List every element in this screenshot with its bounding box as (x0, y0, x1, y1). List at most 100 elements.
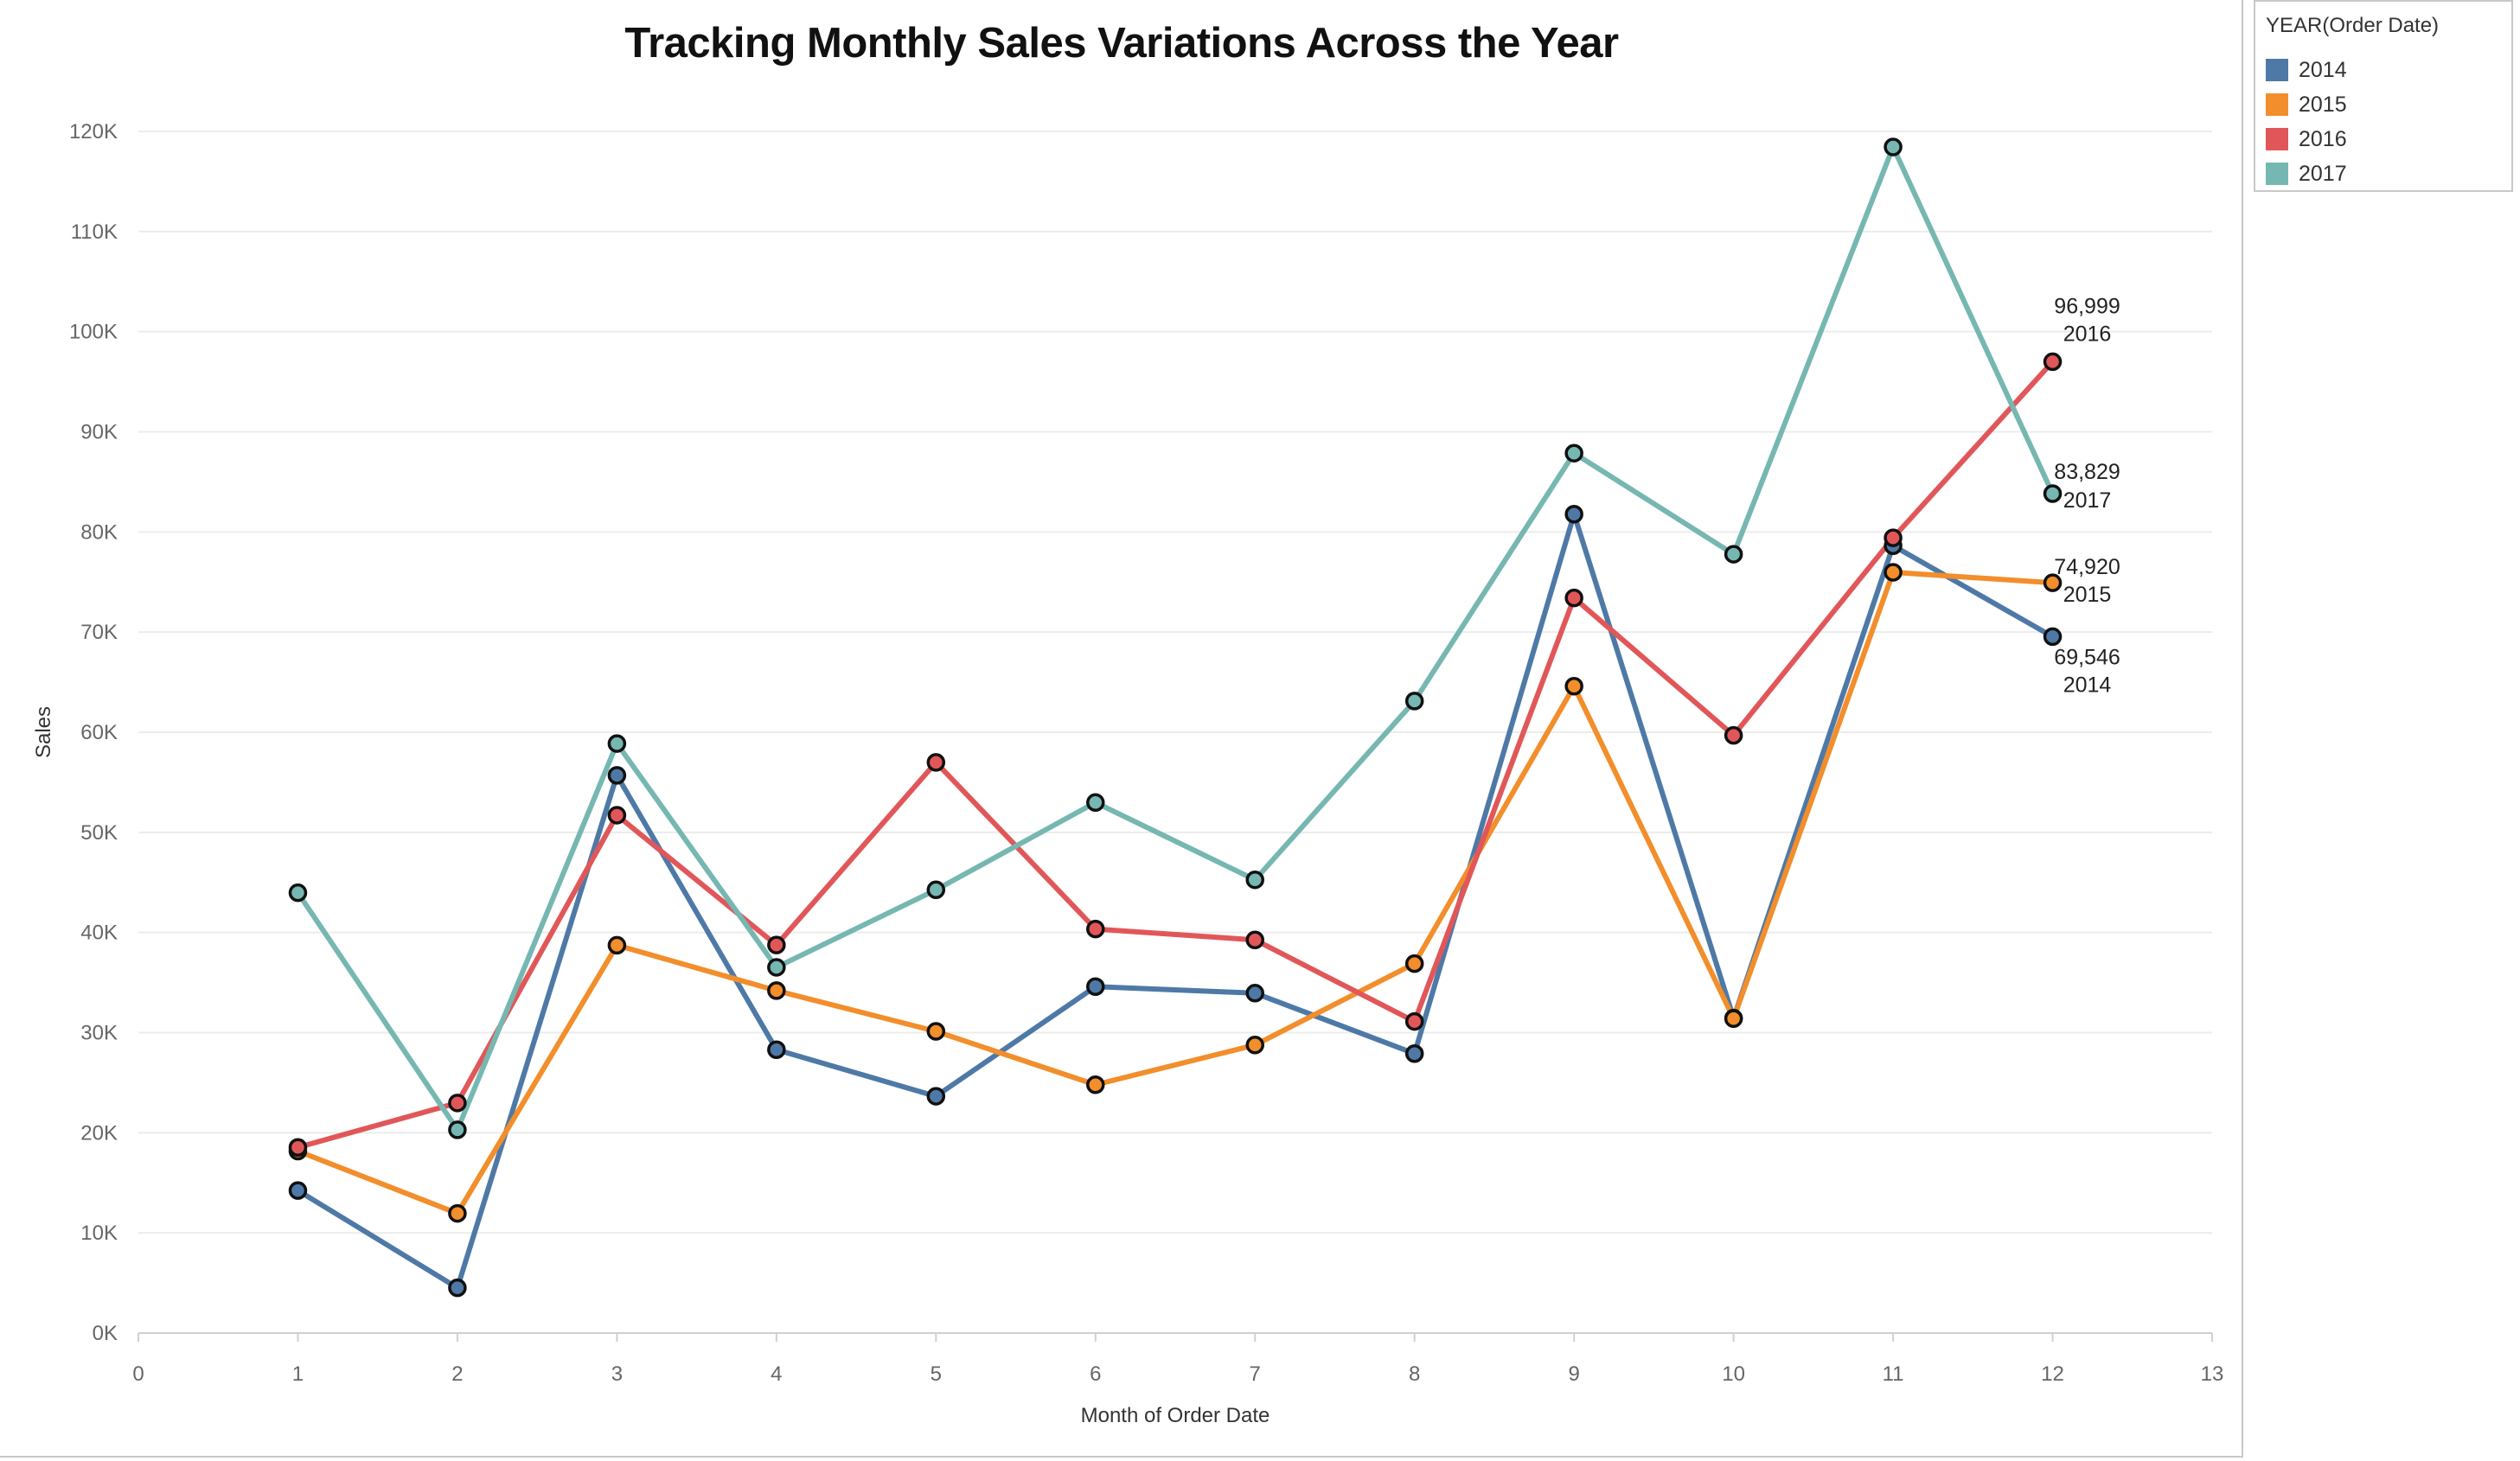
x-tick-label: 0 (132, 1362, 144, 1386)
legend-swatch (2266, 128, 2288, 150)
legend-item-2014[interactable]: 2014 (2266, 57, 2347, 83)
legend-swatch (2266, 93, 2288, 116)
series-line-2017 (295, 144, 2056, 1132)
data-point-2014 (288, 1181, 308, 1200)
data-point-2014 (448, 1278, 467, 1298)
legend-item-2015[interactable]: 2015 (2266, 92, 2347, 118)
data-point-2017 (1884, 137, 1903, 156)
y-tick-label: 80K (80, 520, 118, 544)
y-tick-label: 70K (80, 621, 118, 644)
x-tick-label: 2 (451, 1362, 463, 1386)
x-tick-label: 4 (771, 1362, 782, 1386)
data-point-2017 (926, 880, 946, 900)
y-tick-label: 100K (69, 321, 118, 344)
data-point-2014 (1564, 504, 1583, 524)
series-line-2015 (295, 569, 2056, 1216)
y-tick-label: 60K (80, 721, 118, 744)
data-point-2017 (767, 958, 786, 977)
data-point-2016 (1884, 528, 1903, 547)
end-label-series: 2015 (2063, 583, 2112, 607)
data-point-2015 (767, 981, 786, 1000)
data-point-2016 (1245, 930, 1264, 949)
legend-label: 2016 (2299, 126, 2347, 151)
legend-item-2017[interactable]: 2017 (2266, 161, 2347, 187)
end-label-series: 2014 (2063, 673, 2112, 697)
data-point-2016 (767, 935, 786, 954)
chart-frame (0, 0, 2243, 1458)
end-label-series: 2016 (2063, 322, 2112, 346)
y-tick-label: 90K (80, 421, 118, 444)
data-point-2016 (1724, 725, 1743, 745)
data-point-2017 (448, 1120, 467, 1139)
data-point-2017 (1724, 545, 1743, 564)
legend-item-2016[interactable]: 2016 (2266, 126, 2347, 152)
data-point-2016 (926, 753, 946, 772)
end-label-value: 96,999 (2054, 294, 2120, 318)
data-point-2017 (1245, 870, 1264, 890)
x-tick-label: 7 (1250, 1362, 1261, 1386)
data-point-2015 (448, 1203, 467, 1223)
y-tick-label: 20K (80, 1121, 118, 1145)
data-point-2014 (926, 1087, 946, 1106)
data-point-2016 (607, 806, 627, 825)
data-point-2017 (1564, 443, 1583, 463)
data-point-2015 (2043, 573, 2063, 592)
x-tick-label: 13 (2201, 1362, 2224, 1386)
x-tick-label: 5 (931, 1362, 942, 1386)
end-label-value: 74,920 (2054, 555, 2120, 579)
legend-swatch (2266, 59, 2288, 81)
data-point-2017 (1404, 692, 1424, 711)
data-point-2014 (1245, 984, 1264, 1003)
x-tick-label: 1 (292, 1362, 304, 1386)
end-label-value: 69,546 (2054, 645, 2120, 669)
x-tick-label: 11 (1883, 1362, 1904, 1386)
end-label-value: 83,829 (2054, 460, 2120, 484)
data-point-2015 (1724, 1009, 1743, 1028)
data-point-2015 (1404, 954, 1424, 973)
legend-label: 2014 (2299, 57, 2347, 82)
legend-title: YEAR(Order Date) (2266, 14, 2440, 37)
x-axis-title: Month of Order Date (1081, 1404, 1270, 1427)
y-axis-title: Sales (32, 706, 55, 758)
chart-title: Tracking Monthly Sales Variations Across… (624, 20, 1619, 67)
line-chart: 0K10K20K30K40K50K60K70K80K90K100K110K120… (32, 120, 2224, 1427)
data-point-2015 (1884, 563, 1903, 582)
data-point-2014 (1086, 977, 1105, 997)
x-tick-label: 12 (2041, 1362, 2064, 1386)
data-point-2015 (607, 935, 627, 955)
data-point-2015 (1086, 1075, 1105, 1094)
legend-swatch (2266, 163, 2288, 185)
data-point-2017 (288, 883, 308, 903)
data-point-2016 (1404, 1011, 1424, 1031)
data-point-2014 (607, 766, 627, 785)
data-point-2015 (1564, 677, 1583, 696)
x-tick-label: 10 (1722, 1362, 1745, 1386)
series-line-2016 (295, 359, 2056, 1151)
legend[interactable]: YEAR(Order Date) 2014 2015 2016 2017 (2254, 0, 2513, 192)
y-tick-label: 110K (71, 220, 118, 244)
series-line-2014 (295, 511, 2056, 1291)
x-tick-label: 8 (1409, 1362, 1420, 1386)
y-tick-label: 30K (80, 1022, 118, 1045)
data-point-2016 (448, 1094, 467, 1113)
y-tick-label: 120K (69, 120, 118, 144)
x-tick-label: 9 (1568, 1362, 1579, 1386)
data-point-2017 (2043, 484, 2063, 503)
data-point-2016 (1086, 919, 1105, 939)
data-point-2017 (607, 734, 627, 753)
data-point-2014 (1404, 1043, 1424, 1063)
data-point-2016 (1564, 588, 1583, 608)
y-tick-label: 0K (93, 1322, 118, 1345)
x-tick-label: 6 (1090, 1362, 1101, 1386)
data-point-2014 (2043, 627, 2063, 647)
data-point-2015 (1245, 1036, 1264, 1055)
data-point-2017 (1086, 793, 1105, 813)
data-point-2014 (767, 1040, 786, 1059)
x-tick-label: 3 (611, 1362, 623, 1386)
y-tick-label: 10K (80, 1222, 118, 1245)
data-point-2016 (288, 1138, 308, 1157)
data-point-2015 (926, 1022, 946, 1041)
legend-label: 2015 (2299, 92, 2347, 117)
y-tick-label: 50K (80, 821, 118, 845)
legend-label: 2017 (2299, 161, 2347, 186)
